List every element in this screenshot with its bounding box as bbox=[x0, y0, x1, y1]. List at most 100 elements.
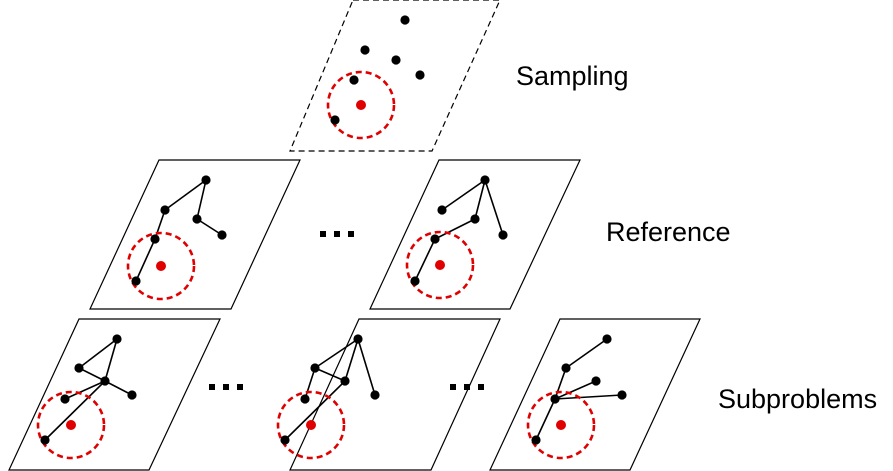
graph-edge bbox=[78, 338, 118, 369]
graph-node bbox=[280, 435, 290, 445]
center-point bbox=[306, 420, 316, 430]
graph-edge bbox=[104, 338, 118, 382]
ellipsis-dot bbox=[223, 384, 229, 390]
panel bbox=[289, 0, 501, 152]
graph-edge bbox=[196, 218, 223, 236]
sampling-radius-circle bbox=[326, 70, 396, 140]
graph-node bbox=[60, 394, 70, 404]
graph-node bbox=[127, 390, 137, 400]
graph-edge bbox=[135, 238, 156, 282]
ellipsis-dot bbox=[320, 231, 326, 237]
ellipsis-dot bbox=[209, 384, 215, 390]
graph-edge bbox=[164, 179, 207, 211]
graph-node bbox=[370, 390, 380, 400]
graph-node bbox=[550, 394, 560, 404]
graph-node bbox=[349, 75, 359, 85]
center-point bbox=[356, 100, 366, 110]
sampling-radius-circle bbox=[276, 390, 346, 460]
sampling-radius-circle bbox=[126, 231, 196, 301]
subproblems-label: Subproblems bbox=[718, 384, 878, 414]
graph-edge bbox=[44, 380, 106, 441]
center-point bbox=[156, 261, 166, 271]
graph-node bbox=[480, 175, 490, 185]
graph-node bbox=[112, 334, 122, 344]
ellipsis-icon bbox=[320, 231, 354, 237]
graph-node bbox=[300, 394, 310, 404]
graph-edge bbox=[565, 338, 608, 369]
center-point bbox=[66, 420, 76, 430]
graph-node bbox=[40, 435, 50, 445]
graph-edge bbox=[357, 338, 376, 396]
panel bbox=[89, 159, 301, 310]
graph-node bbox=[353, 334, 363, 344]
graph-edge bbox=[434, 218, 476, 240]
ellipsis-dot bbox=[237, 384, 243, 390]
center-point bbox=[556, 420, 566, 430]
panel bbox=[276, 318, 501, 471]
graph-node bbox=[391, 55, 401, 65]
graph-edge bbox=[344, 338, 359, 382]
graph-node bbox=[561, 363, 571, 373]
panel-frame bbox=[489, 318, 701, 471]
graph-edge bbox=[314, 338, 359, 369]
panel bbox=[8, 318, 221, 471]
graph-node bbox=[360, 45, 370, 55]
center-point bbox=[435, 260, 445, 270]
graph-node bbox=[430, 234, 440, 244]
graph-node bbox=[498, 230, 508, 240]
graph-node bbox=[531, 435, 541, 445]
panel bbox=[489, 318, 701, 471]
graph-edge bbox=[284, 380, 346, 441]
graph-edge bbox=[554, 367, 567, 400]
ellipsis-dot bbox=[450, 384, 456, 390]
graph-edge bbox=[554, 394, 623, 400]
graph-node bbox=[437, 205, 447, 215]
graph-node bbox=[192, 214, 202, 224]
ellipsis-dot bbox=[478, 384, 484, 390]
graph-node bbox=[74, 363, 84, 373]
ellipsis-icon bbox=[450, 384, 484, 390]
ellipsis-dot bbox=[464, 384, 470, 390]
graph-edge bbox=[314, 367, 346, 382]
panel bbox=[369, 159, 581, 310]
graph-node bbox=[131, 276, 141, 286]
sampling-radius-circle bbox=[405, 230, 475, 300]
panel-frame bbox=[369, 159, 581, 310]
reference-label: Reference bbox=[606, 217, 731, 247]
graph-node bbox=[150, 234, 160, 244]
sampling-label: Sampling bbox=[516, 61, 629, 91]
graph-edge bbox=[104, 380, 133, 396]
graph-node bbox=[617, 390, 627, 400]
graph-node bbox=[602, 334, 612, 344]
graph-edge bbox=[78, 367, 106, 382]
graph-edge bbox=[196, 179, 207, 220]
graph-edge bbox=[474, 179, 486, 220]
panel-frame bbox=[289, 318, 501, 471]
graph-edge bbox=[554, 380, 597, 400]
graph-node bbox=[415, 70, 425, 80]
sampling-radius-circle bbox=[36, 390, 106, 460]
graph-edge bbox=[64, 380, 106, 400]
graph-node bbox=[470, 214, 480, 224]
graph-edge bbox=[414, 238, 436, 282]
graph-edge bbox=[441, 179, 486, 211]
graph-node bbox=[340, 376, 350, 386]
graph-edge bbox=[484, 179, 504, 236]
ellipsis-dot bbox=[348, 231, 354, 237]
graph-edge bbox=[535, 398, 556, 441]
sampling-radius-circle bbox=[526, 390, 596, 460]
panel-frame bbox=[289, 0, 501, 152]
graph-node bbox=[160, 205, 170, 215]
ellipsis-dot bbox=[334, 231, 340, 237]
graph-node bbox=[400, 15, 410, 25]
graph-node bbox=[310, 363, 320, 373]
graph-node bbox=[410, 276, 420, 286]
panel-frame bbox=[8, 318, 221, 471]
ellipsis-icon bbox=[209, 384, 243, 390]
graph-node bbox=[100, 376, 110, 386]
graph-node bbox=[201, 175, 211, 185]
panel-frame bbox=[89, 159, 301, 310]
graph-node bbox=[330, 115, 340, 125]
graph-node bbox=[591, 376, 601, 386]
